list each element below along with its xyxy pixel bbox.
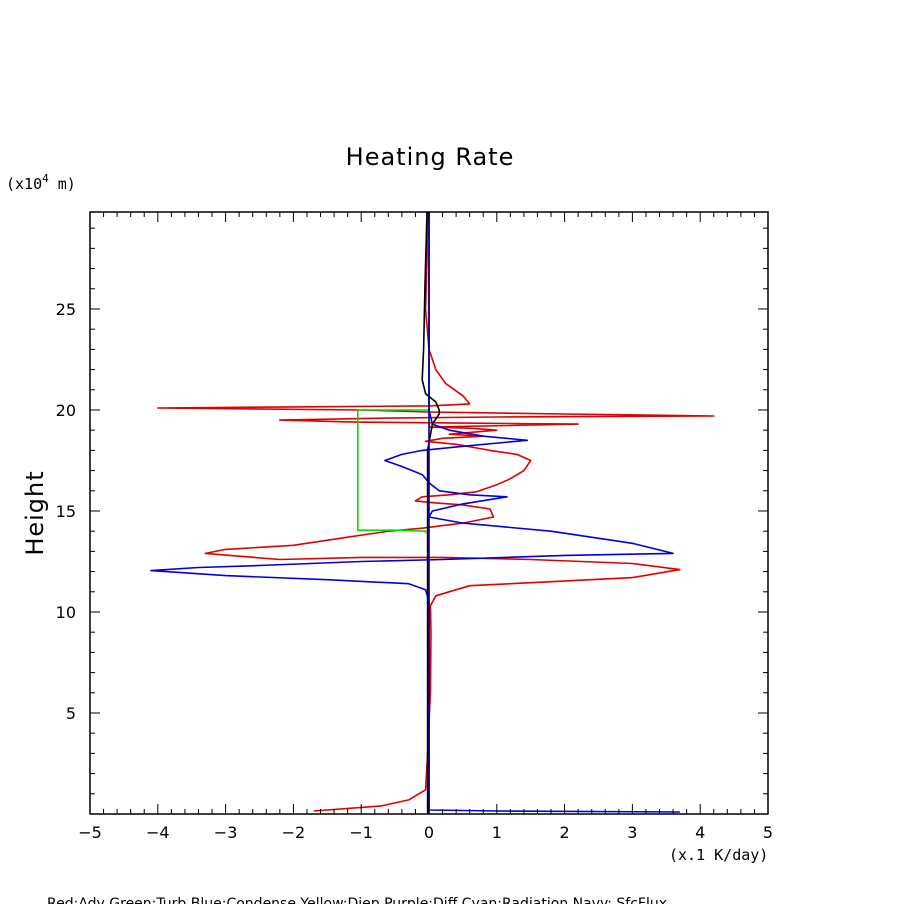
y-tick-label: 5: [66, 704, 76, 723]
y-tick-label: 20: [56, 401, 76, 420]
x-tick-label: 1: [492, 823, 502, 842]
y-axis-label: Height: [21, 470, 49, 555]
series-layer: [150, 211, 715, 814]
y-tick-label: 25: [56, 300, 76, 319]
x-tick-label: −4: [146, 823, 170, 842]
chart-title: Heating Rate: [346, 143, 515, 171]
x-axis-unit: (x.1 K/day): [669, 846, 768, 864]
x-tick-label: 4: [695, 823, 705, 842]
x-tick-label: −3: [214, 823, 238, 842]
y-axis-unit: (x104 m): [6, 172, 76, 193]
x-tick-label: 3: [627, 823, 637, 842]
plot-frame: [89, 211, 769, 815]
x-tick-label: −5: [78, 823, 102, 842]
series-line-adv: [157, 211, 715, 812]
series-line-turb: [356, 409, 429, 534]
x-tick-label: 5: [763, 823, 773, 842]
x-tick-labels: −5 −4 −3 −2 −1 0 1 2 3 4 5: [78, 823, 773, 842]
y-tick-label: 15: [56, 502, 76, 521]
y-tick-label: 10: [56, 603, 76, 622]
x-tick-label: −1: [349, 823, 373, 842]
series-line-radiation: [421, 211, 441, 814]
plot-area: [89, 211, 769, 815]
x-tick-label: −2: [282, 823, 306, 842]
legend-text: Red:Adv Green:Turb Blue:Condense Yellow:…: [47, 896, 667, 904]
y-tick-labels: 5 10 15 20 25: [56, 300, 76, 723]
x-tick-label: 2: [560, 823, 570, 842]
series-line-condense: [150, 212, 680, 813]
x-tick-label: 0: [424, 823, 434, 842]
